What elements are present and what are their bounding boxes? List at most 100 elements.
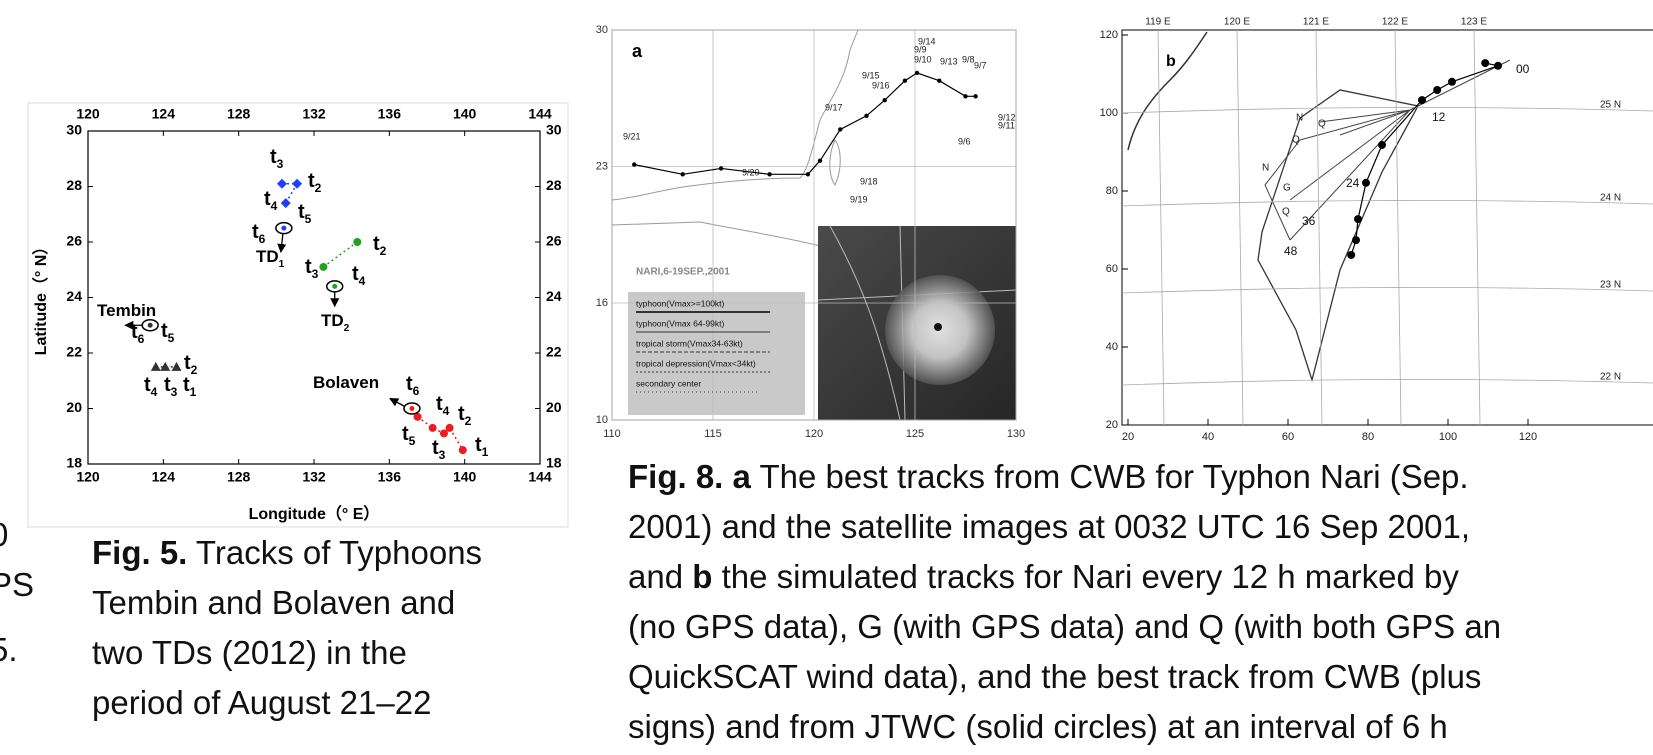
time-label-sub: 4 — [359, 274, 366, 288]
time-label: t6 — [252, 221, 266, 246]
y-axis-label: Latitude（° N） — [32, 239, 50, 356]
parallel — [1121, 286, 1653, 294]
y-tick-label: 60 — [1106, 263, 1118, 275]
lon-label: 122 E — [1382, 17, 1408, 28]
time-label-base: t — [183, 374, 190, 396]
x-tick-label: 125 — [906, 428, 924, 440]
x-tick-label: 140 — [453, 469, 477, 485]
panel-letter: a — [632, 41, 643, 61]
track-name-sub: 1 — [279, 259, 285, 270]
track-point — [413, 412, 422, 421]
track-point — [150, 361, 161, 371]
jtwc-point — [1481, 59, 1490, 68]
track-point — [963, 94, 968, 99]
track-point — [838, 127, 843, 132]
track-point — [864, 113, 869, 119]
sim-mark: Q — [1318, 119, 1326, 130]
y-tick-label: 28 — [66, 177, 82, 193]
y-tick-label: 80 — [1106, 185, 1118, 197]
time-label-base: t — [161, 320, 168, 342]
x-tick-label-top: 124 — [152, 106, 176, 122]
sim-mark: N — [1262, 163, 1269, 174]
hour-label: 00 — [1516, 62, 1530, 76]
track-point — [171, 361, 182, 371]
meridian — [1236, 29, 1244, 426]
y-tick-label: 26 — [66, 233, 82, 249]
caption-label: Fig. 8. a — [628, 458, 751, 495]
time-label-base: t — [305, 256, 312, 278]
cut-text: 0 — [0, 510, 8, 560]
x-axis-label: Longitude（° E） — [249, 505, 380, 523]
time-label-sub: 5 — [409, 434, 416, 448]
track-name-base: Bolaven — [313, 373, 379, 392]
time-label-base: t — [308, 170, 315, 192]
sim-mark: Q — [1292, 135, 1300, 146]
date-label: 9/20 — [742, 167, 760, 177]
track-point — [805, 172, 811, 177]
track-center — [403, 402, 421, 415]
lat-label: 22 N — [1600, 372, 1621, 383]
time-label-sub: 3 — [312, 267, 319, 281]
caption-line: (no GPS data), G (with GPS data) and Q (… — [628, 602, 1501, 652]
time-label: t6 — [406, 373, 420, 398]
time-label-sub: 3 — [439, 448, 446, 462]
time-label-base: t — [373, 233, 380, 255]
date-label: 9/18 — [860, 176, 878, 186]
time-label: t5 — [402, 423, 416, 448]
lat-label: 23 N — [1600, 280, 1621, 291]
track-name: TD1 — [256, 247, 285, 269]
caption-text: (no GPS data), G (with GPS data) and Q (… — [628, 608, 1502, 645]
time-label-sub: 5 — [305, 212, 312, 226]
jtwc-point — [1448, 77, 1456, 86]
time-label: t4 — [144, 374, 158, 399]
legend-label: typhoon(Vmax 64-99kt) — [636, 318, 725, 328]
time-label-base: t — [184, 352, 191, 374]
coastline — [611, 221, 821, 247]
caption-line: two TDs (2012) in the — [92, 628, 482, 678]
track-name-base: Tembin — [97, 301, 156, 320]
time-label-sub: 4 — [151, 385, 158, 399]
cut-text: 5. — [0, 631, 18, 668]
y-tick-label: 30 — [596, 24, 608, 36]
coastline — [1127, 31, 1208, 151]
sim-mark: Q — [1282, 207, 1290, 218]
x-tick-label-top: 120 — [76, 106, 100, 122]
time-label-sub: 1 — [482, 445, 489, 459]
time-label-sub: 6 — [138, 332, 145, 346]
meridian — [1394, 29, 1402, 426]
time-label: t4 — [264, 188, 278, 213]
caption-text: Tracks of Typhoons — [187, 534, 483, 571]
hour-label: 36 — [1302, 214, 1316, 228]
time-label-sub: 5 — [168, 331, 175, 345]
legend-label: secondary center — [636, 378, 701, 388]
figure5-frame — [27, 102, 569, 528]
track-center-dot — [409, 406, 415, 411]
caption-line: and b the simulated tracks for Nari ever… — [628, 552, 1501, 602]
date-label: 9/12 — [998, 112, 1016, 122]
caption-text: period of August 21–22 — [92, 684, 432, 721]
time-label-base: t — [475, 434, 482, 456]
track-name: Tembin — [97, 301, 156, 320]
date-label: 9/21 — [623, 131, 641, 141]
track-point — [160, 361, 171, 371]
track-point — [973, 94, 978, 99]
x-tick-label: 120 — [76, 469, 100, 485]
x-tick-label: 120 — [1519, 431, 1537, 443]
time-label-sub: 6 — [259, 232, 266, 246]
time-label-base: t — [432, 437, 439, 459]
track-line — [322, 241, 358, 268]
time-label-base: t — [458, 403, 465, 425]
y-tick-label-right: 26 — [546, 233, 562, 249]
jtwc-point — [1347, 250, 1356, 259]
time-label: t1 — [183, 374, 197, 399]
lon-label: 123 E — [1461, 17, 1487, 28]
time-label: t5 — [298, 201, 312, 226]
x-tick-label: 80 — [1362, 431, 1374, 443]
hour-label: 12 — [1432, 110, 1446, 124]
track-point — [353, 238, 362, 246]
date-label: 9/17 — [825, 102, 843, 112]
x-tick-label-top: 144 — [528, 106, 552, 122]
legend-label: typhoon(Vmax>=100kt) — [636, 298, 725, 308]
x-tick-label-top: 132 — [302, 106, 326, 122]
